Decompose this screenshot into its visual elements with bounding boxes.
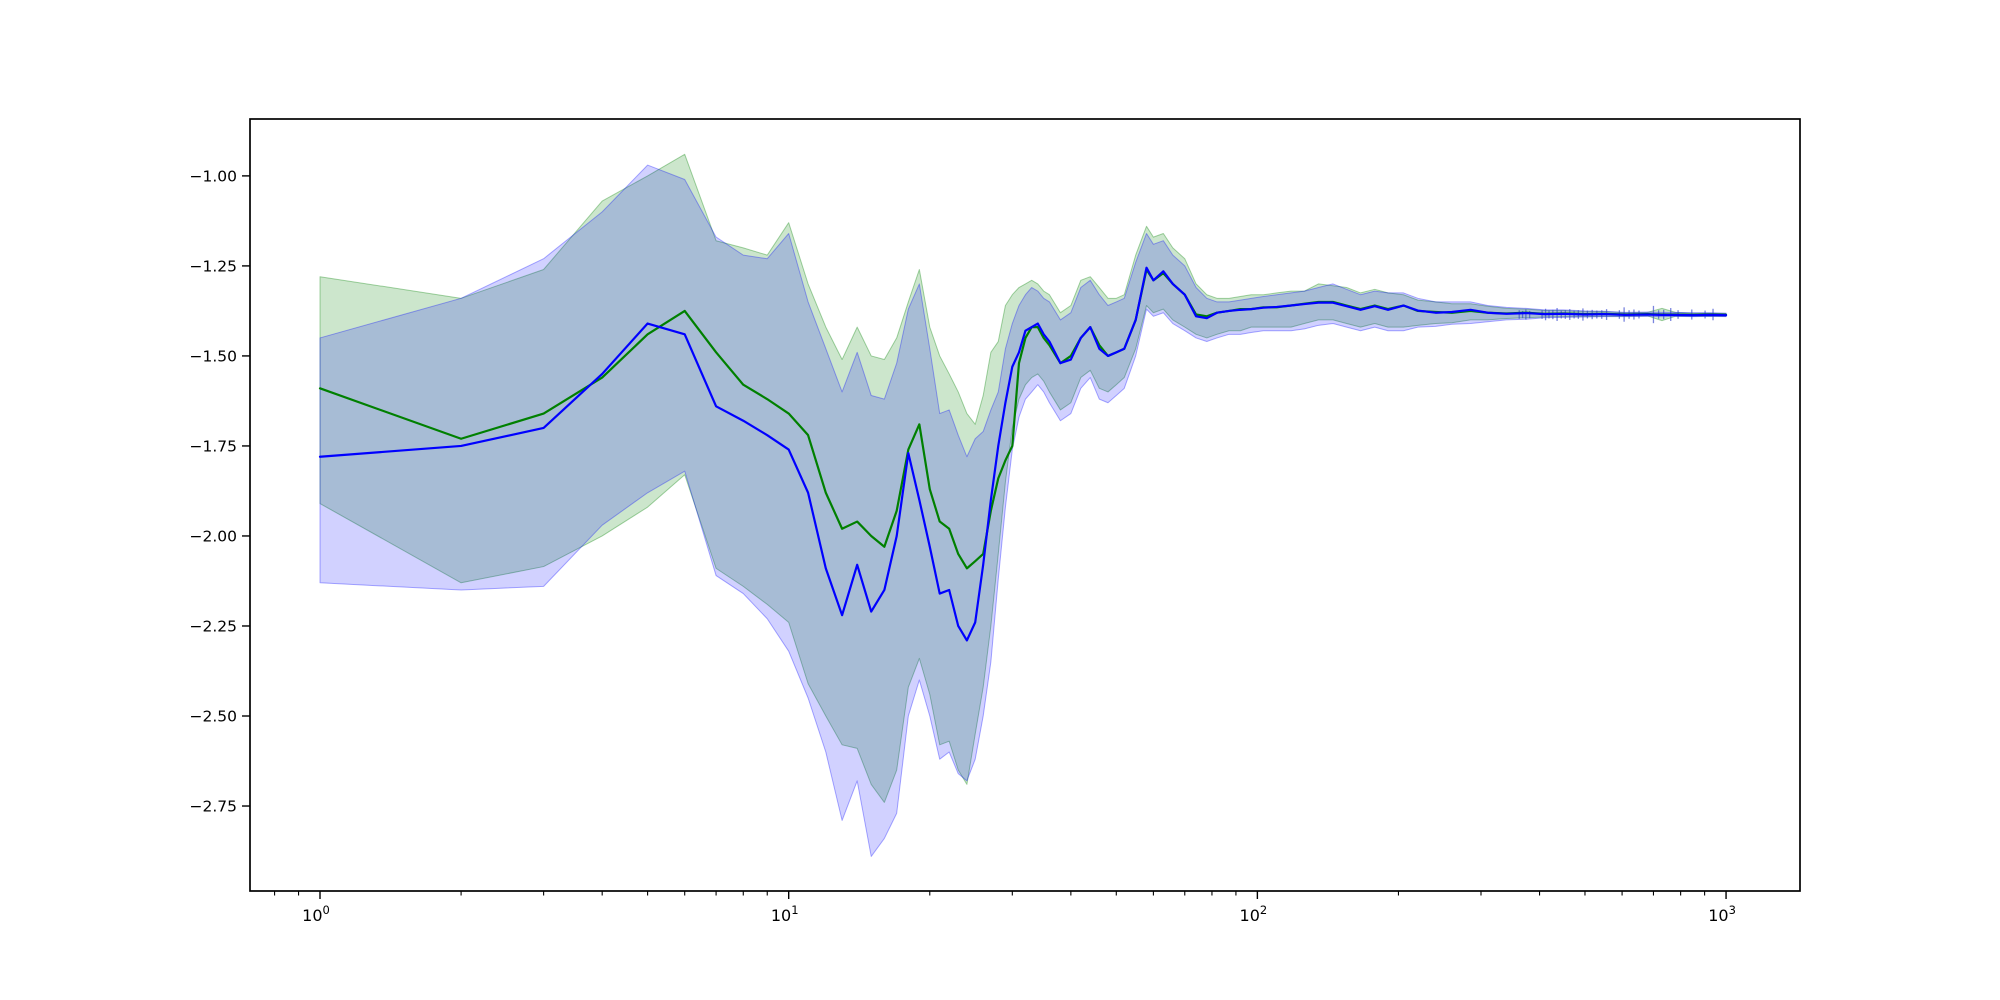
y-tick-label: −2.00 xyxy=(190,527,238,545)
blue-band xyxy=(319,164,1727,857)
y-tick-label: −2.50 xyxy=(190,708,238,726)
blue-mean-line xyxy=(318,266,1728,642)
x-tick-label: 101 xyxy=(771,903,799,925)
y-tick-label: −1.00 xyxy=(190,167,238,185)
y-tick-label: −1.50 xyxy=(190,347,238,365)
y-tick-label: −2.25 xyxy=(190,617,238,635)
x-tick-label: 103 xyxy=(1708,903,1736,925)
x-tick-label: 102 xyxy=(1240,903,1268,925)
x-axis: 100 101 102 103 xyxy=(274,891,1736,925)
y-tick-label: −1.75 xyxy=(190,437,238,455)
y-tick-label: −1.25 xyxy=(190,257,238,275)
y-axis: −1.00 −1.25 −1.50 −1.75 −2.00 −2.25 −2.50 −2.75 xyxy=(190,167,250,816)
confidence-bands xyxy=(319,153,1727,857)
x-tick-label: 100 xyxy=(302,903,330,925)
axes-spines xyxy=(249,118,1801,892)
y-tick-label: −2.75 xyxy=(190,798,238,816)
mean-lines xyxy=(318,266,1728,642)
